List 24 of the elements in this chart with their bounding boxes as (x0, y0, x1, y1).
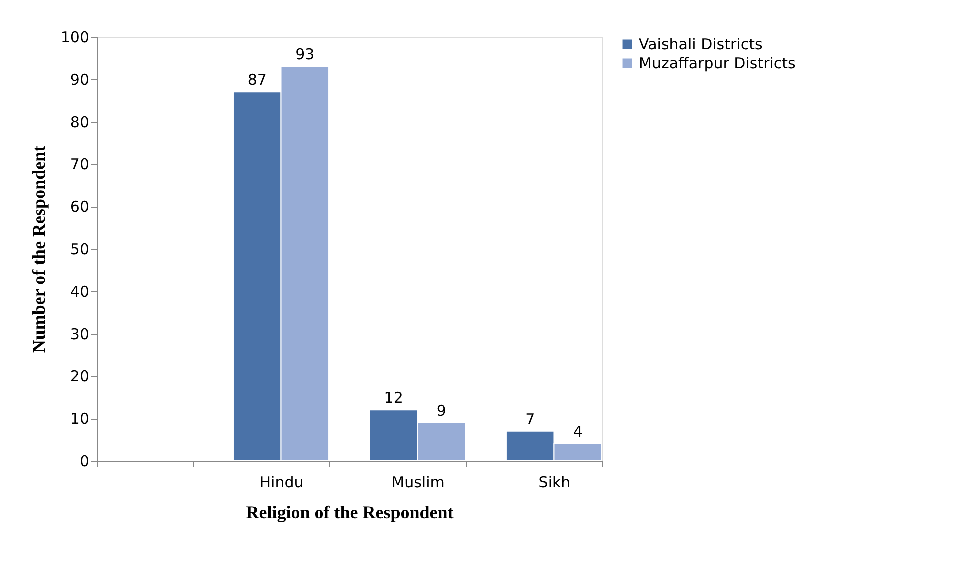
y-tick-label: 10 (70, 410, 90, 428)
data-label: 7 (526, 410, 536, 428)
data-label: 12 (384, 389, 404, 408)
y-tick-label: 100 (60, 28, 90, 46)
y-tick-label: 80 (70, 113, 90, 132)
x-tick-label: Hindu (260, 474, 304, 492)
y-tick-label: 20 (70, 368, 90, 386)
y-axis-title: Number of the Respondent (28, 146, 49, 354)
legend-label: Muzaffarpur Districts (639, 54, 796, 72)
x-tick-label: Sikh (538, 474, 571, 492)
y-tick-label: 50 (70, 240, 90, 258)
data-label: 93 (296, 46, 315, 64)
y-tick-label: 30 (70, 325, 90, 344)
y-tick-label: 0 (80, 452, 90, 470)
legend-label: Vaishali Districts (639, 36, 763, 54)
data-label: 4 (573, 423, 583, 442)
y-tick-label: 60 (70, 198, 90, 216)
data-label: 9 (436, 402, 446, 420)
x-tick-label: Muslim (392, 474, 445, 492)
y-tick-label: 90 (70, 70, 90, 89)
x-axis-title: Religion of the Respondent (246, 502, 454, 522)
y-tick-label: 40 (70, 282, 90, 301)
y-tick-label: 70 (70, 156, 90, 174)
data-label: 87 (248, 71, 267, 90)
